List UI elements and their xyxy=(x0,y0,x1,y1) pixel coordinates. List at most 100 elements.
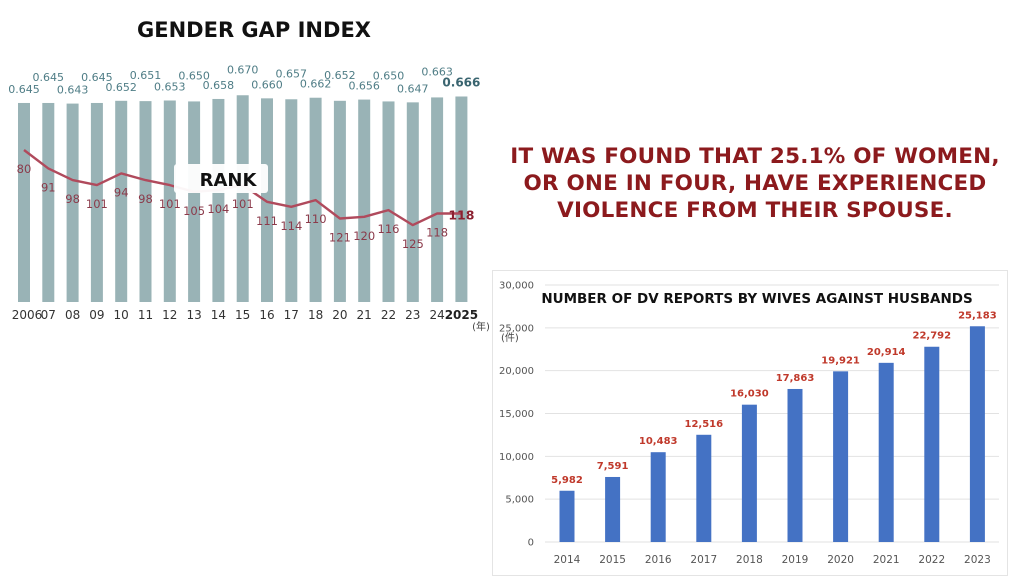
dv-bar xyxy=(833,371,849,542)
rank-series-label: RANK xyxy=(200,170,258,191)
gap-value-label: 0.650 xyxy=(178,69,210,82)
gap-value-label: 0.657 xyxy=(276,67,308,80)
gap-bar xyxy=(382,101,395,302)
gap-bar xyxy=(285,99,298,302)
gap-bar xyxy=(188,101,201,302)
gap-bar xyxy=(139,101,152,303)
rank-label-background xyxy=(174,164,268,193)
rank-value-label: 104 xyxy=(207,202,229,216)
gap-value-label: 0.653 xyxy=(154,81,186,94)
gap-bar xyxy=(42,102,55,302)
y-tick-label: 30,000 xyxy=(499,281,534,292)
dv-value-label: 19,921 xyxy=(821,355,860,366)
rank-value-label: 80 xyxy=(17,162,32,176)
year-tick-label: 13 xyxy=(186,308,201,322)
gap-value-label: 0.652 xyxy=(105,81,137,94)
chart-title: GENDER GAP INDEX xyxy=(137,18,371,42)
gap-bar xyxy=(358,99,371,302)
dv-value-label: 7,591 xyxy=(597,461,629,472)
dv-bar xyxy=(741,404,757,542)
gap-bar xyxy=(431,97,444,302)
rank-value-label: 94 xyxy=(114,185,129,199)
year-tick-label: 18 xyxy=(308,308,323,322)
dv-y-axis-unit: (件) xyxy=(501,332,519,344)
gap-bar xyxy=(18,102,30,302)
rank-value-label: 111 xyxy=(256,214,278,228)
dv-value-label: 5,982 xyxy=(551,475,583,486)
gap-bar xyxy=(406,102,419,303)
gap-bar xyxy=(163,100,176,302)
gap-value-label: 0.660 xyxy=(251,78,283,91)
dv-value-label: 10,483 xyxy=(639,436,678,447)
dv-value-label: 25,183 xyxy=(958,310,997,321)
gap-value-label: 0.651 xyxy=(130,69,162,82)
gap-value-label: 0.647 xyxy=(397,82,429,95)
year-tick-label: 09 xyxy=(89,308,104,322)
headline-statement: IT WAS FOUND THAT 25.1% OF WOMEN, OR ONE… xyxy=(510,144,1000,223)
dv-chart-title: NUMBER OF DV REPORTS BY WIVES AGAINST HU… xyxy=(541,291,972,307)
dv-bar xyxy=(924,346,940,542)
year-tick-label: 08 xyxy=(65,308,80,322)
gender-gap-chart: GENDER GAP INDEX 0.6450.6450.6430.6450.6… xyxy=(8,18,490,333)
y-tick-label: 15,000 xyxy=(499,409,534,420)
dv-reports-chart: NUMBER OF DV REPORTS BY WIVES AGAINST HU… xyxy=(492,270,1008,576)
year-tick-label: 2025 xyxy=(445,308,478,322)
dv-bar xyxy=(605,476,621,542)
year-tick-label: 24 xyxy=(429,308,444,322)
rank-value-label: 101 xyxy=(232,197,254,211)
year-tick-label: 21 xyxy=(357,308,372,322)
gap-value-label: 0.656 xyxy=(348,80,380,93)
rank-value-label: 121 xyxy=(329,230,351,244)
y-tick-label: 0 xyxy=(528,538,534,549)
y-tick-label: 25,000 xyxy=(499,323,534,334)
rank-value-label: 118 xyxy=(426,225,448,239)
year-tick-label: 10 xyxy=(114,308,129,322)
rank-value-label: 114 xyxy=(280,219,302,233)
x-tick-label: 2022 xyxy=(918,554,945,566)
rank-value-label: 120 xyxy=(353,229,375,243)
gap-value-label: 0.645 xyxy=(81,71,113,84)
dv-value-label: 20,914 xyxy=(867,347,906,358)
year-tick-label: 22 xyxy=(381,308,396,322)
y-tick-label: 5,000 xyxy=(505,495,534,506)
dv-bar xyxy=(878,362,894,542)
dv-value-label: 12,516 xyxy=(685,419,724,430)
gap-value-label: 0.662 xyxy=(300,78,332,91)
gap-value-label: 0.650 xyxy=(373,69,405,82)
gap-value-label: 0.652 xyxy=(324,69,356,82)
dv-bar xyxy=(559,490,575,542)
gap-value-label: 0.645 xyxy=(33,71,65,84)
gap-value-label: 0.643 xyxy=(57,84,89,97)
gap-bar xyxy=(455,96,468,303)
gap-bar xyxy=(115,100,128,302)
year-tick-label: 17 xyxy=(284,308,299,322)
x-tick-label: 2017 xyxy=(690,554,717,566)
x-axis-unit: (年) xyxy=(472,320,490,333)
gap-bar xyxy=(261,98,273,302)
dv-bar xyxy=(787,388,803,542)
x-tick-label: 2019 xyxy=(782,554,809,566)
dv-value-label: 17,863 xyxy=(776,373,815,384)
rank-value-label: 98 xyxy=(65,192,80,206)
gap-value-label: 0.658 xyxy=(203,79,235,92)
year-tick-label: 20 xyxy=(332,308,347,322)
rank-value-label: 110 xyxy=(305,212,327,226)
year-tick-label: 2006 xyxy=(12,308,43,322)
dv-value-label: 16,030 xyxy=(730,389,769,400)
rank-value-label: 91 xyxy=(41,180,56,194)
x-tick-label: 2023 xyxy=(964,554,991,566)
gap-bar xyxy=(212,98,225,303)
y-tick-label: 20,000 xyxy=(499,366,534,377)
gap-bar xyxy=(66,103,79,303)
y-tick-label: 10,000 xyxy=(499,452,534,463)
dv-value-label: 22,792 xyxy=(913,331,952,342)
rank-value-label: 125 xyxy=(402,237,424,251)
x-tick-label: 2020 xyxy=(827,554,854,566)
dv-bar xyxy=(650,452,666,542)
year-tick-label: 15 xyxy=(235,308,250,322)
rank-value-label: 101 xyxy=(86,197,108,211)
gap-bar xyxy=(236,95,249,302)
gap-value-label: 0.645 xyxy=(8,83,40,96)
year-tick-label: 12 xyxy=(162,308,177,322)
